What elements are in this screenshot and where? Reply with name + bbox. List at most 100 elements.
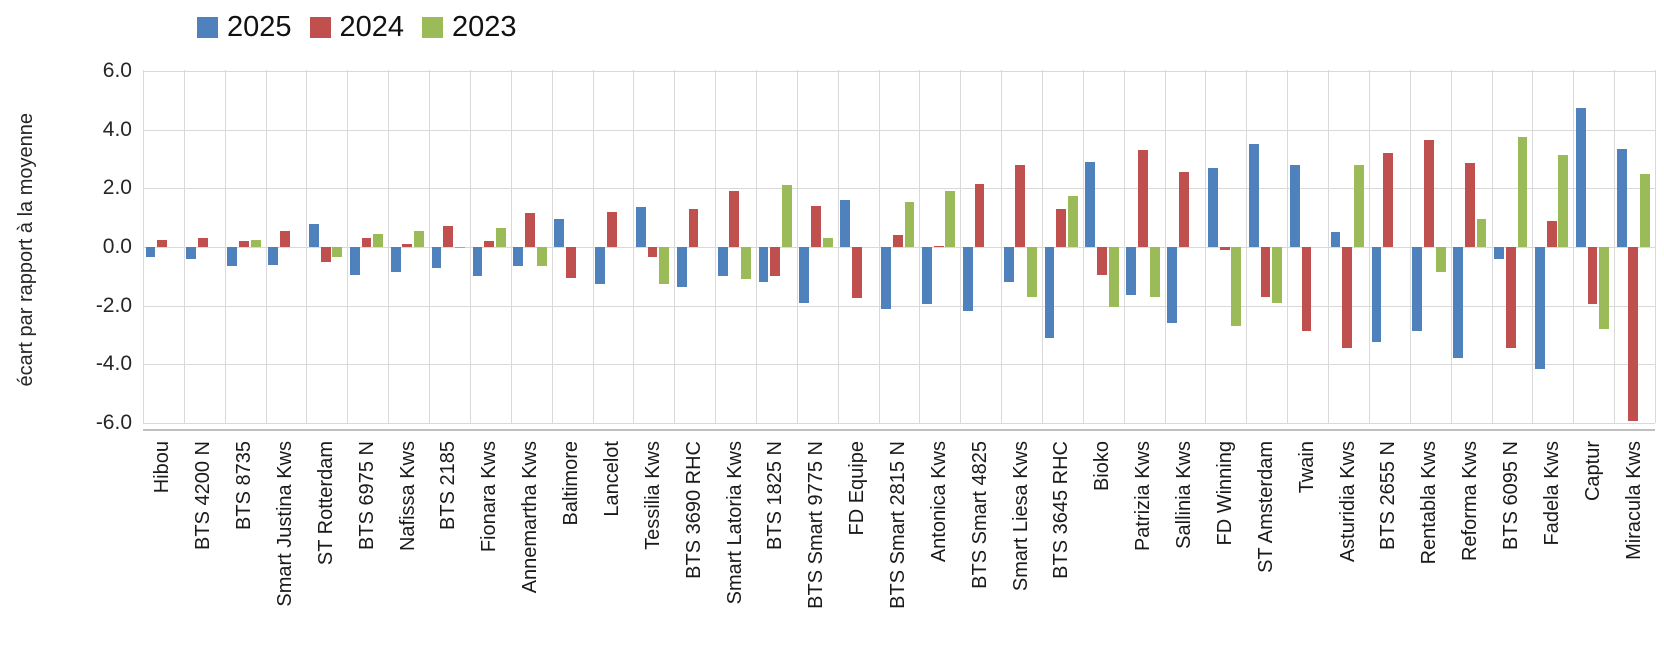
bar-2023-Patrizia Kws	[1149, 247, 1160, 297]
bar-2024-Reforma Kws	[1464, 163, 1475, 247]
gridline-vertical	[388, 70, 389, 423]
bar-2025-Annemartha Kws	[513, 247, 524, 267]
x-axis-label-ST Rotterdam: ST Rotterdam	[314, 441, 337, 566]
bar-2023-BTS 1825 N	[781, 185, 792, 247]
legend-label-2023: 2023	[452, 11, 517, 43]
legend-label-2025: 2025	[227, 11, 292, 43]
x-axis-label-Tessilia Kws: Tessilia Kws	[641, 441, 664, 550]
x-axis-label-Smart Latoria Kws: Smart Latoria Kws	[723, 441, 746, 605]
legend-item-2025: 2025	[197, 11, 292, 44]
x-axis-label-Rentabla Kws: Rentabla Kws	[1418, 441, 1441, 565]
gridline-horizontal	[143, 247, 1655, 248]
x-axis-label-BTS 3690 RHC: BTS 3690 RHC	[682, 441, 705, 579]
gridline-vertical	[306, 70, 307, 423]
bar-2025-ST Rotterdam	[309, 223, 319, 247]
bar-2025-Fadela Kws	[1535, 247, 1545, 369]
gridline-vertical	[1165, 70, 1166, 423]
bar-2025-Antonica Kws	[922, 247, 932, 305]
bar-2025-Rentabla Kws	[1412, 247, 1423, 331]
gridline-vertical	[225, 70, 226, 423]
y-axis-title: écart par rapport à la moyenne	[14, 112, 37, 387]
bar-2024-Patrizia Kws	[1138, 150, 1148, 247]
x-axis-label-BTS 3645 RHC: BTS 3645 RHC	[1050, 441, 1073, 579]
bar-2024-Rentabla Kws	[1424, 140, 1434, 247]
x-axis-label-Smart Liesa Kws: Smart Liesa Kws	[1009, 441, 1032, 592]
bar-2023-Rentabla Kws	[1435, 247, 1446, 272]
bar-2025-Twain	[1289, 164, 1300, 247]
bar-2023-BTS 8735	[250, 239, 261, 247]
gridline-vertical	[552, 70, 553, 423]
bar-2024-ST Rotterdam	[320, 247, 331, 262]
y-axis-tick-label: -2.0	[95, 293, 132, 317]
bar-2024-Lancelot	[606, 211, 617, 247]
bar-2023-Fionara Kws	[495, 227, 506, 247]
gridline-vertical	[266, 70, 267, 423]
bar-2024-Annemartha Kws	[525, 213, 535, 247]
bar-2024-Hibou	[157, 239, 168, 247]
gridline-horizontal	[143, 364, 1655, 366]
bar-2024-BTS 2655 N	[1383, 153, 1394, 247]
gridline-vertical	[674, 70, 675, 423]
bar-2024-BTS 3690 RHC	[688, 208, 699, 247]
bar-2025-FD Winning	[1208, 167, 1218, 247]
gridline-vertical	[919, 70, 920, 423]
legend-swatch-2025	[197, 17, 218, 38]
bar-2025-BTS Smart 2815 N	[881, 247, 891, 309]
gridline-vertical	[1451, 70, 1452, 423]
bar-2025-Tessilia Kws	[635, 207, 646, 247]
bar-2023-Smart Liesa Kws	[1027, 247, 1037, 297]
bar-2024-Nafissa Kws	[402, 244, 413, 247]
bar-2024-Sallinia Kws	[1178, 172, 1189, 247]
bar-2023-Antonica Kws	[945, 191, 956, 247]
gridline-vertical	[633, 70, 634, 423]
gridline-vertical	[1042, 70, 1043, 423]
bar-2025-BTS 6095 N	[1494, 247, 1504, 259]
x-axis-label-Fionara Kws: Fionara Kws	[478, 441, 501, 553]
x-axis-label-ST Amsterdam: ST Amsterdam	[1254, 441, 1277, 573]
bar-2024-Captur	[1587, 247, 1598, 305]
x-axis-label-BTS Smart 4825: BTS Smart 4825	[968, 441, 991, 589]
bar-2025-Bioko	[1085, 162, 1096, 247]
x-axis-label-Reforma Kws: Reforma Kws	[1459, 441, 1482, 562]
gridline-horizontal	[143, 422, 1655, 424]
bar-2023-Miracula Kws	[1640, 173, 1650, 247]
gridline-vertical	[143, 70, 144, 423]
gridline-vertical	[470, 70, 471, 423]
gridline-vertical	[511, 70, 512, 423]
x-axis-label-Antonica Kws: Antonica Kws	[927, 441, 950, 563]
x-axis-label-BTS 4200 N: BTS 4200 N	[192, 441, 215, 550]
x-axis-label-FD Winning: FD Winning	[1213, 441, 1236, 546]
bar-2025-ST Amsterdam	[1248, 144, 1259, 247]
bar-2025-Patrizia Kws	[1126, 247, 1137, 296]
gridline-vertical	[1083, 70, 1084, 423]
bar-2024-BTS 8735	[239, 241, 249, 247]
legend-swatch-2024	[309, 17, 331, 38]
gridline-vertical	[960, 70, 961, 423]
bar-2025-Smart Justina Kws	[268, 247, 278, 265]
x-axis-label-Hibou: Hibou	[151, 441, 174, 494]
gridline-vertical	[1532, 70, 1533, 423]
bar-2025-BTS 2185	[431, 247, 442, 268]
x-axis-label-Bioko: Bioko	[1091, 441, 1114, 492]
bar-2025-BTS 4200 N	[186, 247, 197, 259]
bar-2023-Nafissa Kws	[414, 230, 424, 247]
bar-2024-Antonica Kws	[933, 245, 944, 247]
bar-2024-Bioko	[1097, 247, 1107, 275]
gridline-vertical	[1369, 70, 1370, 423]
x-axis-label-BTS 8735: BTS 8735	[233, 441, 256, 530]
bar-2024-Baltimore	[565, 247, 576, 278]
gridline-vertical	[1124, 70, 1125, 423]
x-axis-label-Miracula Kws: Miracula Kws	[1622, 441, 1645, 560]
gridline-vertical	[1246, 70, 1247, 423]
legend-swatch-2023	[422, 17, 444, 38]
bar-2023-Smart Latoria Kws	[741, 247, 751, 280]
bar-2024-BTS 3645 RHC	[1056, 208, 1067, 247]
bar-2024-ST Amsterdam	[1260, 247, 1271, 297]
plot-area	[143, 70, 1656, 431]
bar-2025-BTS 6975 N	[349, 247, 360, 275]
bar-2023-Captur	[1599, 247, 1610, 330]
bar-2023-BTS Smart 2815 N	[904, 201, 915, 247]
bar-2025-Lancelot	[595, 247, 605, 284]
gridline-vertical	[1614, 70, 1615, 423]
